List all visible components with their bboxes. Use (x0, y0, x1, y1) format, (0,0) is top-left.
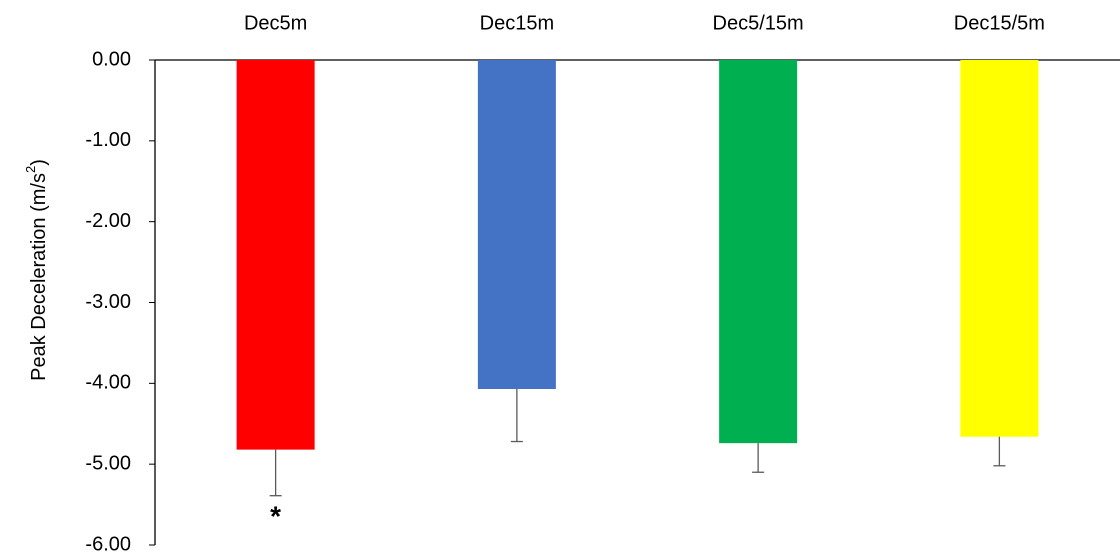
bar (236, 60, 315, 450)
y-tick-label: -2.00 (85, 210, 131, 232)
y-tick-label: -4.00 (85, 372, 131, 394)
bar (477, 60, 556, 389)
y-tick-label: -3.00 (85, 291, 131, 313)
y-axis-title: Peak Deceleration (m/s2) (23, 159, 50, 381)
category-label: Dec15m (480, 12, 554, 34)
error-bars (269, 388, 1006, 497)
bar (719, 60, 798, 444)
significance-markers: * (270, 501, 281, 532)
category-label: Dec5/15m (713, 12, 804, 34)
category-label: Dec15/5m (954, 12, 1045, 34)
y-axis-label: Peak Deceleration (m/s2) (23, 159, 50, 381)
y-axis: 0.00 -1.00 -2.00 -3.00 -4.00 -5.00 -6.00 (85, 48, 1120, 555)
y-tick-label: -5.00 (85, 452, 131, 474)
category-label: Dec5m (244, 12, 307, 34)
bar (960, 60, 1039, 437)
category-labels: Dec5m Dec15m Dec5/15m Dec15/5m (244, 12, 1045, 34)
y-tick-label: 0.00 (92, 48, 131, 70)
y-axis-label-superscript: 2 (23, 166, 38, 173)
y-tick-label: -1.00 (85, 129, 131, 151)
bars (236, 60, 1039, 450)
significance-marker: * (270, 501, 281, 532)
y-axis-label-main: Peak Deceleration (m/s (28, 173, 50, 381)
y-axis-label-tail: ) (28, 159, 50, 166)
y-tick-label: -6.00 (85, 533, 131, 555)
